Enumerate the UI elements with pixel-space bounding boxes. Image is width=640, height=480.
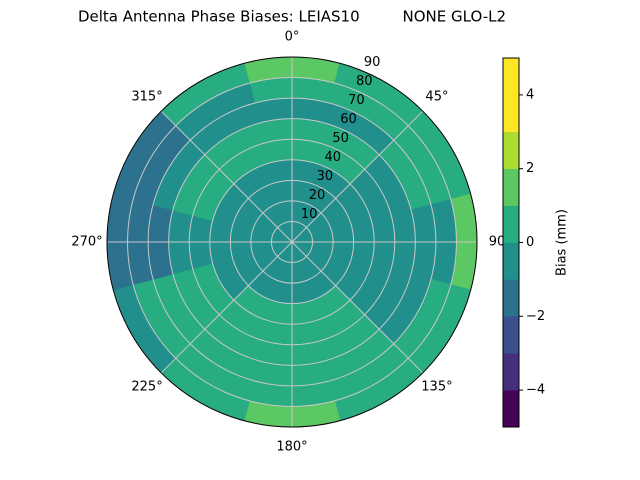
colorbar-label: Bias (mm) <box>555 209 570 276</box>
grid-spoke <box>160 110 293 243</box>
polar-frame <box>106 56 478 428</box>
chart-title: Delta Antenna Phase Biases: LEIAS10 NONE… <box>78 8 506 26</box>
r-tick-label: 30 <box>317 169 334 184</box>
theta-tick-label: 225° <box>131 379 162 394</box>
r-tick-label: 80 <box>356 74 373 89</box>
colorbar-band <box>502 316 520 354</box>
colorbar-band <box>502 168 520 206</box>
theta-tick-label: 90 <box>489 235 506 250</box>
r-tick-label: 50 <box>332 131 349 146</box>
r-tick-label: 40 <box>324 150 341 165</box>
colorbar-tick-label: −2 <box>526 309 545 324</box>
r-tick-label: 70 <box>348 93 365 108</box>
colorbar-tick-label: 4 <box>526 87 534 102</box>
colorbar-tick-label: −4 <box>526 383 545 398</box>
colorbar-tick-label: 0 <box>526 235 534 250</box>
theta-tick-label: 45° <box>425 90 448 105</box>
theta-tick-label: 180° <box>276 440 307 455</box>
grid-spoke <box>291 241 424 374</box>
r-tick-label: 20 <box>309 188 326 203</box>
colorbar-band <box>502 242 520 280</box>
colorbar-band <box>502 389 520 428</box>
theta-tick-label: 135° <box>421 379 452 394</box>
theta-tick-label: 315° <box>131 90 162 105</box>
r-tick-label: 60 <box>340 112 357 127</box>
r-tick-label: 10 <box>301 207 318 222</box>
colorbar-band <box>502 279 520 317</box>
colorbar-band <box>502 131 520 169</box>
colorbar-band <box>502 205 520 243</box>
grid-spoke <box>160 241 293 374</box>
theta-tick-label: 0° <box>285 30 300 45</box>
colorbar-tick-label: 2 <box>526 161 534 176</box>
colorbar-band <box>502 57 520 96</box>
r-tick-label: 90 <box>364 55 381 70</box>
grid-spoke <box>291 110 424 243</box>
colorbar-band <box>502 94 520 133</box>
colorbar-band <box>502 352 520 391</box>
theta-tick-label: 270° <box>71 235 102 250</box>
